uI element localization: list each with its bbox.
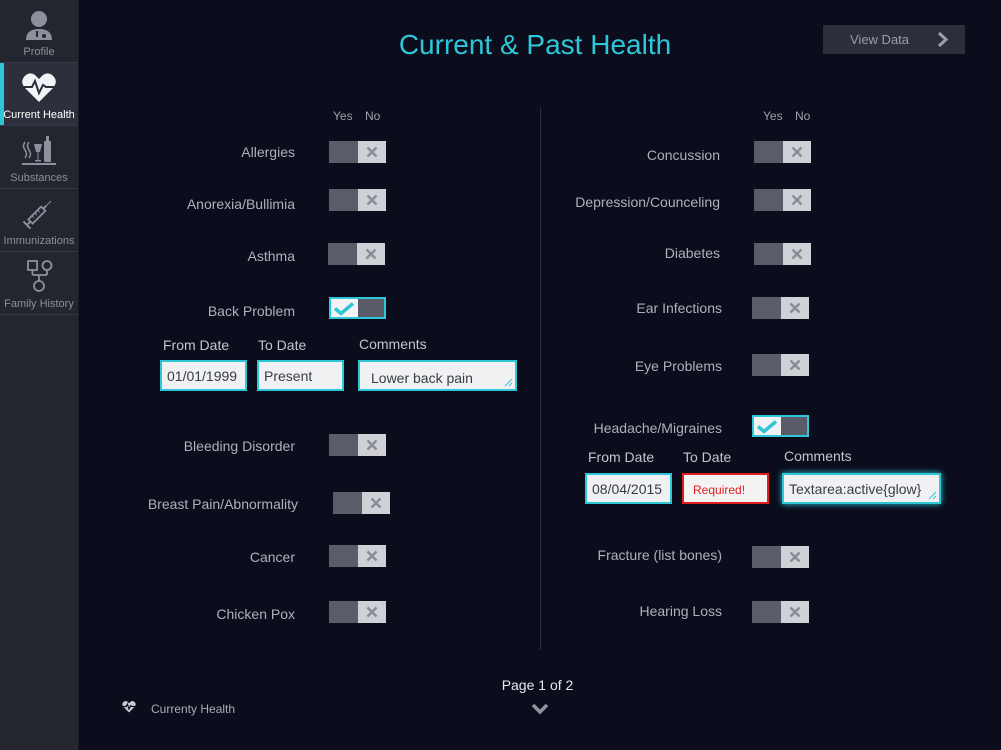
yes-column-header: Yes: [333, 109, 353, 123]
condition-label-anorexia: Anorexia/Bullimia: [186, 196, 295, 212]
back-to-date-label: To Date: [258, 337, 307, 353]
x-icon: [366, 194, 378, 206]
view-data-button[interactable]: View Data: [823, 25, 965, 54]
toggle-diabetes[interactable]: [754, 243, 811, 265]
condition-label-bleeding-disorder: Bleeding Disorder: [183, 438, 295, 454]
condition-label-headache: Headache/Migraines: [593, 420, 722, 436]
x-icon: [789, 359, 801, 371]
toggle-breast-pain[interactable]: [333, 492, 390, 514]
page-title: Current & Past Health: [398, 29, 672, 60]
sidebar-item-label: Substances: [10, 172, 68, 184]
back-to-date-input[interactable]: Present: [257, 360, 344, 391]
headache-from-date-label: From Date: [588, 449, 655, 465]
x-icon: [791, 248, 803, 260]
x-icon: [365, 248, 377, 260]
condition-label-eye-problems: Eye Problems: [634, 358, 722, 374]
condition-label-fracture: Fracture (list bones): [597, 547, 722, 563]
x-icon: [366, 146, 378, 158]
headache-comments-text: Textarea:active{glow}: [789, 481, 922, 497]
headache-to-date-input-required[interactable]: Required!: [682, 473, 769, 504]
condition-label-hearing-loss: Hearing Loss: [639, 603, 723, 619]
toggle-concussion[interactable]: [754, 141, 811, 163]
toggle-allergies[interactable]: [329, 141, 386, 163]
x-icon: [789, 302, 801, 314]
checkmark-icon: [757, 420, 778, 434]
toggle-depression[interactable]: [754, 189, 811, 211]
condition-label-allergies: Allergies: [241, 144, 295, 160]
sidebar-item-family-history[interactable]: Family History: [0, 252, 78, 315]
condition-label-cancer: Cancer: [249, 549, 295, 565]
x-icon: [370, 497, 382, 509]
x-icon: [366, 439, 378, 451]
headache-from-date-input[interactable]: 08/04/2015: [585, 473, 672, 504]
sidebar: Profile Current Health Substances: [0, 0, 79, 750]
breadcrumb: Currenty Health: [151, 702, 236, 716]
toggle-eye-problems[interactable]: [752, 354, 809, 376]
family-tree-icon: [27, 260, 53, 292]
headache-to-date-label: To Date: [683, 449, 732, 465]
doctor-icon: [26, 11, 52, 40]
sidebar-item-label: Family History: [4, 298, 74, 310]
toggle-ear-infections[interactable]: [752, 297, 809, 319]
back-comments-textarea[interactable]: Lower back pain: [358, 360, 517, 391]
back-from-date-label: From Date: [163, 337, 230, 353]
x-icon: [789, 606, 801, 618]
toggle-back-problem[interactable]: [329, 297, 386, 319]
condition-label-back-problem: Back Problem: [207, 303, 295, 319]
sidebar-item-label: Current Health: [3, 109, 75, 121]
condition-label-concussion: Concussion: [646, 147, 720, 163]
no-column-header: No: [795, 109, 811, 123]
x-icon: [366, 606, 378, 618]
heart-pulse-icon: [22, 73, 56, 102]
toggle-bleeding-disorder[interactable]: [329, 434, 386, 456]
condition-label-asthma: Asthma: [247, 248, 295, 264]
toggle-fracture[interactable]: [752, 546, 809, 568]
back-comments-label: Comments: [359, 336, 427, 352]
chevron-right-icon: [937, 31, 949, 48]
condition-label-diabetes: Diabetes: [664, 245, 720, 261]
sidebar-item-profile[interactable]: Profile: [0, 0, 78, 63]
view-data-label: View Data: [850, 32, 910, 47]
headache-comments-label: Comments: [784, 448, 852, 464]
back-comments-text: Lower back pain: [371, 370, 473, 386]
sidebar-item-label: Profile: [23, 46, 55, 58]
heart-pulse-icon: [122, 701, 136, 713]
toggle-headache[interactable]: [752, 415, 809, 437]
yes-column-header: Yes: [763, 109, 783, 123]
toggle-hearing-loss[interactable]: [752, 601, 809, 623]
page-indicator: Page 1 of 2: [501, 677, 574, 693]
x-icon: [791, 194, 803, 206]
x-icon: [791, 146, 803, 158]
chevron-down-icon[interactable]: [531, 700, 549, 718]
sidebar-item-immunizations[interactable]: Immunizations: [0, 189, 78, 252]
toggle-asthma[interactable]: [328, 243, 385, 265]
x-icon: [789, 551, 801, 563]
sidebar-item-substances[interactable]: Substances: [0, 126, 78, 189]
toggle-cancer[interactable]: [329, 545, 386, 567]
condition-label-breast-pain: Breast Pain/Abnormality: [147, 496, 298, 512]
x-icon: [366, 550, 378, 562]
condition-label-depression: Depression/Counceling: [575, 194, 720, 210]
sidebar-item-label: Immunizations: [3, 235, 75, 247]
headache-comments-textarea[interactable]: Textarea:active{glow}: [782, 473, 941, 504]
resize-handle-icon[interactable]: [928, 491, 937, 500]
back-from-date-input[interactable]: 01/01/1999: [160, 360, 247, 391]
sidebar-item-current-health[interactable]: Current Health: [0, 63, 78, 126]
syringe-icon: [22, 200, 52, 230]
checkmark-icon: [334, 302, 355, 316]
toggle-anorexia[interactable]: [329, 189, 386, 211]
column-divider: [540, 107, 541, 650]
condition-label-chicken-pox: Chicken Pox: [216, 606, 295, 622]
substances-icon: [22, 136, 56, 165]
no-column-header: No: [365, 109, 381, 123]
resize-handle-icon[interactable]: [504, 378, 513, 387]
toggle-chicken-pox[interactable]: [329, 601, 386, 623]
condition-label-ear-infections: Ear Infections: [636, 300, 722, 316]
